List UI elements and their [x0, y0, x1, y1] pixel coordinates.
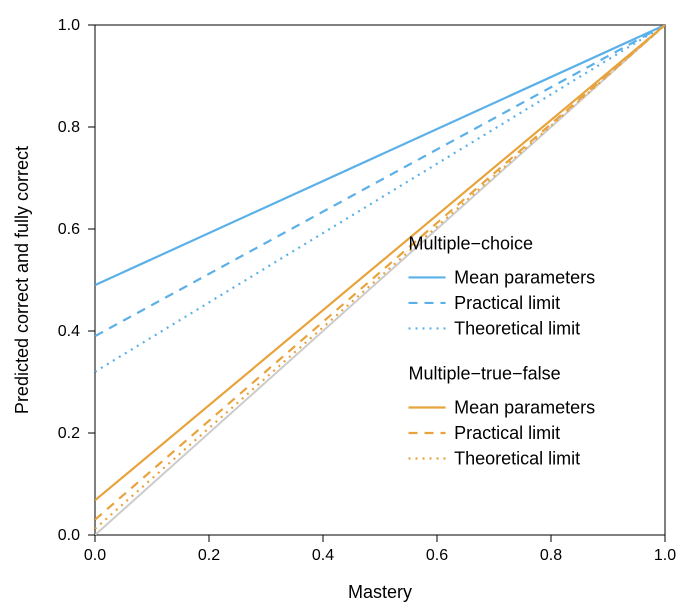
- x-tick-label: 0.2: [198, 547, 220, 564]
- legend-label-mc-mean: Mean parameters: [454, 267, 595, 287]
- y-tick-label: 0.2: [58, 425, 80, 442]
- legend-label-mtf-practical: Practical limit: [454, 423, 560, 443]
- x-tick-label: 0.4: [312, 547, 334, 564]
- x-tick-label: 0.0: [84, 547, 106, 564]
- y-tick-label: 0.4: [58, 323, 80, 340]
- series-mc-solid: [95, 25, 665, 285]
- legend-label-mtf-theoretical: Theoretical limit: [454, 449, 580, 469]
- y-tick-label: 0.0: [58, 527, 80, 544]
- x-axis-title: Mastery: [348, 582, 412, 602]
- legend-label-mc-practical: Practical limit: [454, 293, 560, 313]
- legend-label-mc-theoretical: Theoretical limit: [454, 318, 580, 338]
- series-mc-dashed: [95, 25, 665, 336]
- legend-title-mc: Multiple−choice: [409, 233, 534, 253]
- legend-label-mtf-mean: Mean parameters: [454, 398, 595, 418]
- x-tick-label: 1.0: [654, 547, 676, 564]
- chart-container: 0.0 0.2 0.4 0.6 0.8 1.0 0.0 0.2 0.4 0.6 0.8 1.0 Mast…: [0, 0, 685, 613]
- line-chart: 0.0 0.2 0.4 0.6 0.8 1.0 0.0 0.2 0.4 0.6 0.8 1.0 Mast…: [0, 0, 685, 613]
- x-tick-label: 0.8: [540, 547, 562, 564]
- y-axis-title: Predicted correct and fully correct: [12, 146, 32, 414]
- y-tick-label: 0.8: [58, 119, 80, 136]
- x-tick-label: 0.6: [426, 547, 448, 564]
- y-tick-label: 0.6: [58, 221, 80, 238]
- y-tick-label: 1.0: [58, 17, 80, 34]
- legend-title-mtf: Multiple−true−false: [409, 363, 561, 383]
- series-mtf-solid: [95, 25, 665, 500]
